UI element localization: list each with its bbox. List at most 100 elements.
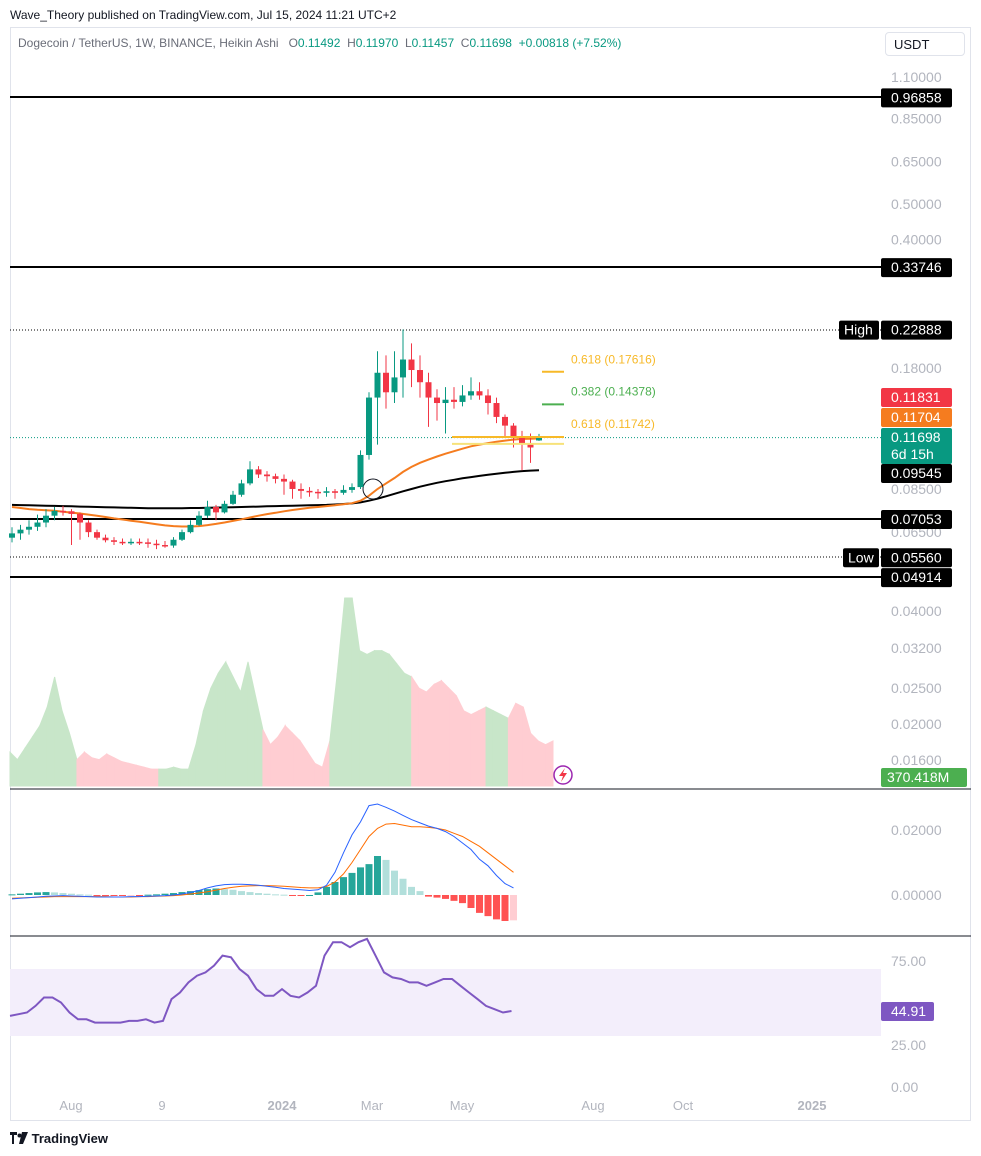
- candle-body: [408, 359, 415, 371]
- macd-histogram-bar: [493, 895, 500, 920]
- volume-area-segment: [135, 764, 145, 787]
- volume-area-segment: [478, 706, 487, 787]
- macd-histogram-bar: [391, 870, 398, 895]
- macd-histogram-bar: [323, 886, 330, 895]
- legend-symbol: Dogecoin / TetherUS, 1W, BINANCE, Heikin…: [18, 36, 279, 50]
- macd-histogram-bar: [110, 895, 118, 896]
- rsi-band: [10, 969, 881, 1036]
- candle-body: [374, 372, 381, 398]
- macd-histogram-bar: [374, 856, 381, 895]
- legend-low-label: L: [404, 36, 412, 50]
- macd-histogram-bar: [119, 895, 126, 896]
- volume-area-segment: [188, 744, 197, 787]
- volume-tag: 370.418M: [887, 769, 949, 785]
- fib-level-label: 0.618 (0.17616): [571, 353, 656, 367]
- price-tag-current-bg: [881, 428, 952, 464]
- macd-histogram-bar: [501, 895, 509, 921]
- time-axis-tick: 9: [158, 1098, 165, 1113]
- volume-area-segment: [388, 652, 398, 787]
- volume-area-segment: [299, 739, 309, 787]
- legend-high: 0.11970: [355, 36, 399, 50]
- candle-body: [179, 532, 185, 540]
- volume-area-segment: [202, 688, 212, 787]
- candle-body: [170, 539, 177, 546]
- macd-histogram-bar: [382, 859, 390, 895]
- macd-histogram-bar: [425, 895, 432, 897]
- legend-close: 0.11698: [469, 36, 512, 50]
- price-axis-tick: 0.85000: [891, 110, 942, 126]
- price-tag-current: 0.11698: [891, 429, 941, 445]
- candle-body: [187, 524, 194, 533]
- volume-area-segment: [113, 756, 123, 787]
- volume-area-segment: [54, 676, 63, 787]
- candle-body: [391, 377, 398, 393]
- price-tag-red: 0.11831: [891, 389, 941, 405]
- price-axis-tick: 0.40000: [891, 232, 942, 248]
- macd-histogram-bar: [212, 888, 220, 895]
- chart-legend: Dogecoin / TetherUS, 1W, BINANCE, Heikin…: [18, 36, 621, 50]
- price-axis-tick: 0.02000: [891, 716, 942, 732]
- price-axis-tick: 0.65000: [891, 154, 942, 170]
- candle-body: [43, 515, 49, 523]
- candle-body: [162, 545, 168, 547]
- volume-area-segment: [173, 766, 182, 787]
- volume-area-segment: [76, 750, 85, 787]
- macd-histogram-bar: [25, 893, 33, 895]
- volume-area-segment: [232, 676, 242, 787]
- price-axis-tick: 0.08500: [891, 481, 942, 497]
- candle-body: [60, 510, 66, 513]
- price-axis-tick: 1.10000: [891, 69, 942, 85]
- fib-level-label: 0.618 (0.11742): [571, 417, 655, 431]
- macd-histogram-bar: [238, 891, 245, 895]
- low-label-bg: [843, 548, 879, 568]
- candle-body: [9, 533, 15, 538]
- candle-body: [204, 506, 211, 516]
- macd-histogram-bar: [399, 878, 407, 895]
- volume-area-segment: [515, 702, 524, 787]
- macd-histogram-bar: [127, 895, 135, 896]
- macd-histogram-bar: [272, 894, 279, 896]
- level-tag-bg: [881, 568, 952, 588]
- volume-area-segment: [448, 687, 457, 787]
- volume-area-segment: [247, 661, 256, 787]
- macd-axis-tick: 0.02000: [891, 822, 942, 838]
- price-axis-tick: 0.18000: [891, 360, 942, 376]
- volume-area-segment: [143, 766, 152, 787]
- macd-histogram-bar: [187, 891, 194, 895]
- level-tag-bg: [881, 88, 952, 108]
- macd-histogram-bar: [51, 892, 58, 895]
- macd-histogram-bar: [331, 882, 339, 895]
- price-axis-tick: 0.50000: [891, 196, 942, 212]
- price-tag-sma-bg: [881, 464, 952, 483]
- level-tag: 0.05560: [891, 549, 942, 565]
- level-tag: 0.33746: [891, 259, 942, 275]
- candle-body: [264, 474, 270, 477]
- candle-body: [425, 382, 432, 398]
- candle-body: [349, 487, 355, 490]
- volume-area-segment: [470, 709, 480, 787]
- candle-body: [323, 491, 330, 493]
- candle-body: [102, 537, 109, 541]
- macd-histogram-bar: [85, 894, 92, 896]
- volume-area-segment: [158, 768, 167, 787]
- candle-body: [238, 483, 245, 495]
- candle-body: [366, 397, 372, 455]
- candle-body: [230, 494, 236, 504]
- candle-body: [289, 481, 296, 489]
- candle-body: [111, 540, 117, 542]
- rsi-line: [9, 937, 512, 1024]
- macd-histogram-bar: [221, 889, 228, 895]
- macd-histogram-bar: [467, 895, 475, 908]
- candle-body: [196, 515, 202, 525]
- macd-histogram-bar: [289, 895, 296, 896]
- candle-body: [502, 416, 508, 426]
- volume-area-segment: [24, 735, 33, 787]
- candle-body: [221, 503, 228, 513]
- flash-icon-bolt: [559, 768, 567, 782]
- currency-button[interactable]: USDT: [885, 32, 965, 56]
- candle-body: [485, 395, 491, 404]
- macd-histogram-bar: [153, 894, 160, 896]
- price-tag-orange: 0.11704: [891, 409, 941, 425]
- macd-histogram-bar: [246, 892, 254, 895]
